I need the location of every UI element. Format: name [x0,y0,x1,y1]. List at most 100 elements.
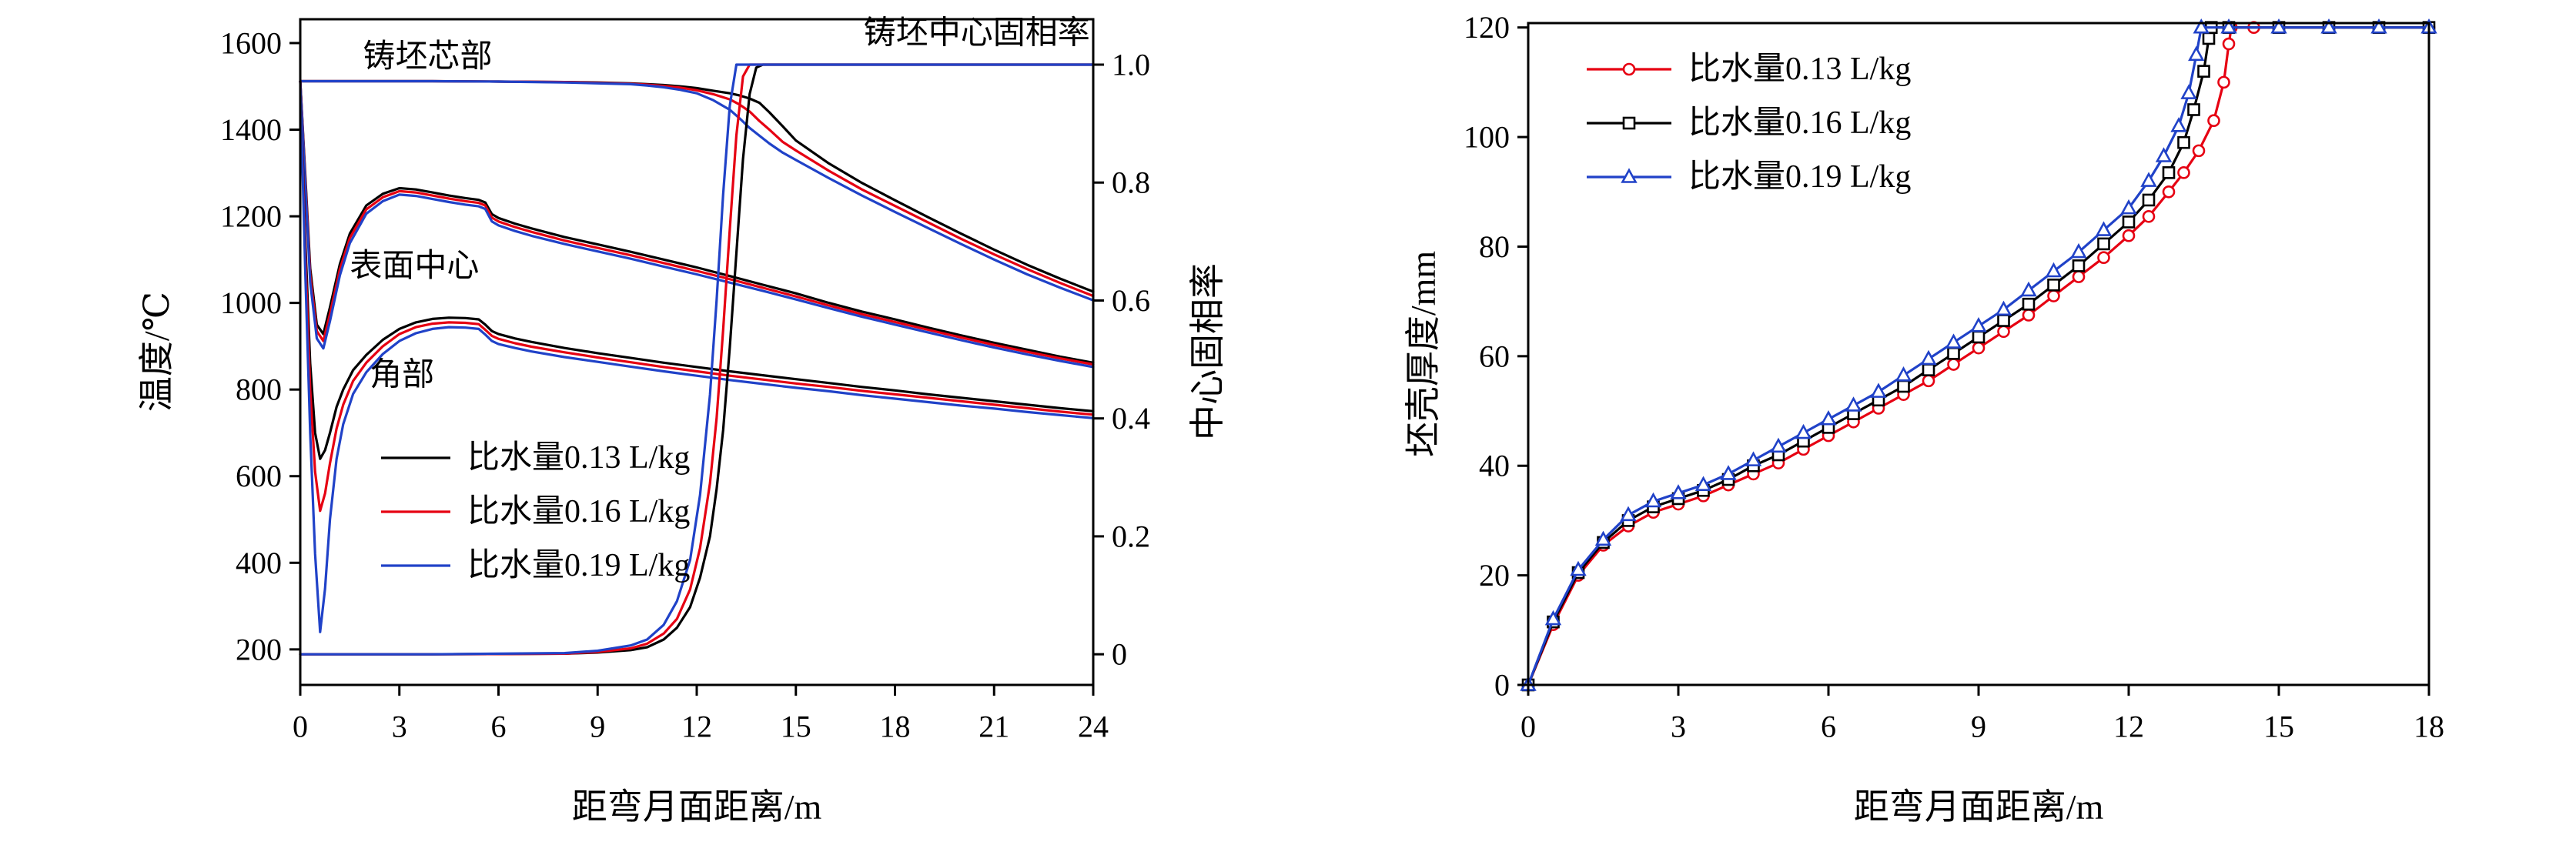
y-tick-label: 1000 [220,286,282,320]
right-chart-y-axis-title: 坯壳厚度/mm [1403,250,1443,458]
marker-triangle-icon [1570,560,1587,576]
marker-square-icon [2197,65,2210,78]
x-tick-label: 15 [2263,710,2294,744]
marker-circle-icon [2207,114,2220,128]
right-y-tick-label: 0.4 [1112,401,1150,436]
marker-triangle-icon [1620,506,1637,522]
x-tick-label: 9 [1971,710,1986,744]
y-axis-ticks: 200 400 600 800 1000 1200 1400 1600 [220,25,300,666]
marker-triangle-icon [2320,18,2337,34]
marker-triangle-icon [2155,147,2173,162]
series-corner-0.13 [299,79,1095,460]
marker-circle-icon [1922,374,1935,388]
series-corner-0.16 [299,79,1095,513]
right-y-tick-label: 0.8 [1112,165,1150,200]
y-tick-label: 60 [1479,339,1510,373]
y-tick-label: 200 [236,632,282,666]
series-corner-0.19 [299,79,1095,633]
marker-square-icon [2202,32,2216,45]
series-surface-center-0.16 [299,79,1095,366]
x-tick-label: 0 [293,710,308,744]
x-tick-label: 18 [880,710,911,744]
y-tick-label: 1400 [220,112,282,147]
legend-label: 比水量0.19 L/kg [1688,159,1911,195]
right-y-tick-label: 0 [1112,637,1127,672]
marker-circle-icon [2022,309,2036,322]
y-tick-label: 600 [236,459,282,493]
series-surface-center-0.13 [299,79,1095,364]
marker-triangle-icon [2270,18,2287,34]
marker-triangle-icon [1820,410,1837,426]
marker-triangle-icon [1920,349,1937,366]
legend-item: 比水量0.13 L/kg [1587,52,1911,87]
legend-item: 比水量0.19 L/kg [381,548,690,583]
marker-circle-icon [2097,251,2110,265]
y-tick-label: 1200 [220,199,282,234]
y-tick-label: 40 [1479,449,1510,483]
x-axis-ticks: 0 3 6 9 12 15 18 21 24 [293,685,1109,744]
marker-triangle-icon [2193,18,2210,34]
x-tick-label: 9 [590,710,605,744]
x-tick-label: 0 [1521,710,1536,744]
marker-triangle-icon [1895,366,1912,382]
series-shell-thickness-0.13 [1527,26,2430,686]
legend-label: 比水量0.13 L/kg [467,440,690,476]
marker-circle-icon [1972,341,1986,355]
y-tick-label: 120 [1464,10,1510,45]
left-chart-y-axis-title: 温度/℃ [137,291,176,412]
marker-triangle-icon [1694,476,1712,491]
legend-item: 比水量0.19 L/kg [1587,159,1911,195]
y-tick-label: 800 [236,372,282,407]
x-tick-label: 18 [2414,710,2444,744]
marker-triangle-icon [2045,262,2062,278]
marker-triangle-icon [2140,172,2157,187]
marker-circle-icon [2162,185,2176,199]
y-tick-label: 400 [236,546,282,580]
annotation: 铸坯芯部 [363,39,493,75]
marker-circle-icon [2122,229,2136,242]
marker-circle-icon [1997,325,2010,339]
annotation: 角部 [370,358,434,393]
marker-square-icon [2162,166,2176,179]
marker-square-icon [2187,103,2200,116]
legend-item: 比水量0.16 L/kg [1587,105,1911,141]
marker-triangle-icon [2370,18,2387,34]
series-core-0.19 [299,79,1095,302]
series-shell-thickness-0.19 [1527,26,2430,686]
marker-triangle-icon [1745,451,1762,466]
marker-circle-icon [2192,144,2206,158]
annotation: 表面中心 [350,249,479,284]
y-tick-label: 80 [1479,229,1510,264]
legend: 比水量0.13 L/kg 比水量0.16 L/kg 比水量0.19 L/kg [381,440,690,583]
x-tick-label: 24 [1078,710,1109,744]
marker-triangle-icon [1970,316,1987,332]
marker-square-icon [1897,379,1910,393]
legend-item: 比水量0.13 L/kg [381,440,690,476]
marker-triangle-icon [1644,492,1662,508]
y-tick-label: 1600 [220,25,282,60]
marker-triangle-icon [2095,221,2113,236]
marker-triangle-icon [2020,281,2037,297]
right-y-axis-ticks: 0 0.2 0.4 0.6 0.8 1.0 [1093,47,1150,672]
marker-square-icon [1947,346,1960,360]
marker-triangle-icon [2120,199,2137,215]
marker-square-icon [2142,193,2156,207]
marker-circle-icon [2072,270,2086,283]
chart-left: 0 3 6 9 12 15 18 21 24 200 400 600 800 1000 1200 1400 16… [220,15,1150,744]
x-tick-label: 3 [392,710,407,744]
marker-triangle-icon [1594,530,1612,546]
marker-triangle-icon [2220,18,2237,34]
marker-square-icon [1922,363,1935,376]
legend-label: 比水量0.19 L/kg [467,548,690,583]
marker-square-icon [2097,237,2110,251]
y-tick-label: 20 [1479,558,1510,593]
marker-triangle-icon [2170,117,2187,132]
marker-triangle-icon [1945,333,1962,349]
x-tick-label: 12 [2113,710,2144,744]
marker-triangle-icon [2180,84,2197,99]
marker-circle-icon [2222,37,2236,51]
marker-triangle-icon [1621,168,1638,183]
series-solid-fraction-0.19 [299,63,1095,656]
